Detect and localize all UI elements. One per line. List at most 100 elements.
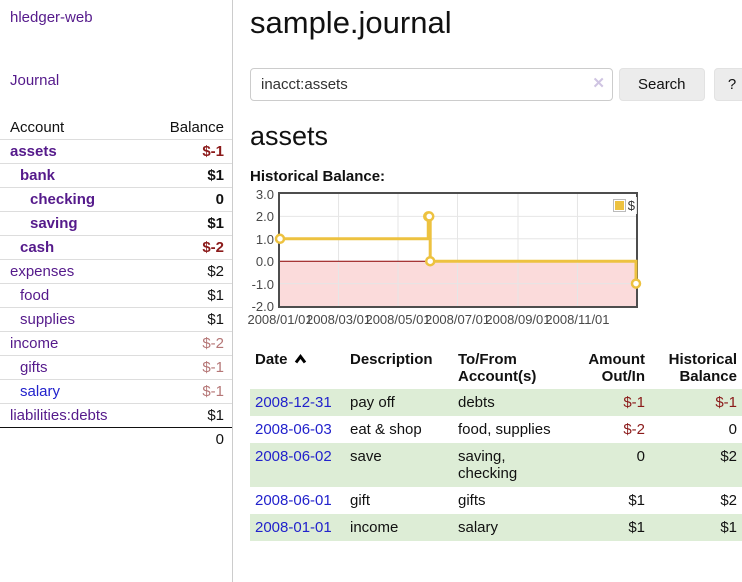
accounts-balance-table: Account Balance assets $-1 bank $1 checking 0… xyxy=(0,116,232,451)
transaction-balance: $-1 xyxy=(650,389,742,416)
account-row: supplies $1 xyxy=(0,308,232,332)
account-link[interactable]: liabilities:debts xyxy=(10,407,108,424)
transaction-balance: 0 xyxy=(728,421,737,438)
account-link[interactable]: gifts xyxy=(20,359,48,376)
transaction-balance: $2 xyxy=(720,492,737,509)
account-row: cash $-2 xyxy=(0,236,232,260)
x-axis-tick-label: 2008/09/01 xyxy=(485,312,551,327)
y-axis-tick-label: 2.0 xyxy=(255,209,274,225)
transaction-amount: $-1 xyxy=(571,389,650,416)
chart-legend: $ xyxy=(610,197,637,214)
register-table: Date Description To/From Account(s) Amou… xyxy=(250,349,742,541)
y-axis-tick-label: -2.0 xyxy=(251,299,274,314)
account-row: saving $1 xyxy=(0,212,232,236)
register-header-description: Description xyxy=(350,351,433,368)
transaction-accounts: gifts xyxy=(458,492,486,509)
account-balance: $-1 xyxy=(202,383,224,400)
account-balance: $-2 xyxy=(202,335,224,352)
account-row: salary $-1 xyxy=(0,380,232,404)
account-balance: $-1 xyxy=(202,143,224,160)
accounts-table-header: Account Balance xyxy=(0,116,232,140)
transaction-description: save xyxy=(345,443,453,487)
transaction-amount: $1 xyxy=(571,514,650,541)
transaction-date-link[interactable]: 2008-01-01 xyxy=(255,519,332,536)
account-link[interactable]: cash xyxy=(20,239,55,256)
register-header-amount: Amount Out/In xyxy=(588,351,645,385)
account-link[interactable]: bank xyxy=(20,167,56,184)
clear-search-icon[interactable]: ✕ xyxy=(592,75,605,92)
transaction-row: 2008-06-03 eat & shop food, supplies $-2 0 xyxy=(250,416,742,443)
transaction-description: income xyxy=(345,514,453,541)
x-axis-tick-label: 2008/05/01 xyxy=(365,312,431,327)
y-axis-tick-label: 0.0 xyxy=(255,254,274,270)
account-link[interactable]: expenses xyxy=(10,263,75,280)
x-axis-tick-label: 2008/01/01 xyxy=(247,312,313,327)
brand-link[interactable]: hledger-web xyxy=(10,9,93,26)
register-header-date[interactable]: Date xyxy=(250,349,345,389)
chart-canvas xyxy=(274,194,642,306)
account-link[interactable]: income xyxy=(10,335,59,352)
account-balance: $1 xyxy=(207,215,224,232)
main-content: sample.journal ✕ Search ? assets Histori… xyxy=(233,0,742,582)
register-header-balance: Historical Balance xyxy=(668,351,737,385)
account-link[interactable]: saving xyxy=(30,215,78,232)
transaction-row: 2008-01-01 income salary $1 $1 xyxy=(250,514,742,541)
transaction-description: gift xyxy=(350,492,371,509)
account-row: gifts $-1 xyxy=(0,356,232,380)
account-link[interactable]: supplies xyxy=(20,311,76,328)
account-link[interactable]: food xyxy=(20,287,50,304)
transaction-balance: $1 xyxy=(650,514,742,541)
account-balance: $-1 xyxy=(202,359,224,376)
account-balance: $-2 xyxy=(202,239,224,256)
transaction-date-link[interactable]: 2008-06-02 xyxy=(255,448,332,465)
x-axis-tick-label: 2008/07/01 xyxy=(424,312,491,327)
account-heading: assets xyxy=(250,121,329,151)
balance-column-header: Balance xyxy=(169,119,224,136)
transaction-description: eat & shop xyxy=(350,421,422,438)
account-row: liabilities:debts $1 xyxy=(0,404,232,428)
transaction-accounts: debts xyxy=(453,389,571,416)
transaction-amount: $1 xyxy=(628,492,645,509)
help-button[interactable]: ? xyxy=(713,68,742,101)
transaction-date-link[interactable]: 2008-12-31 xyxy=(255,394,332,411)
account-row: expenses $2 xyxy=(0,260,232,284)
page-title: sample.journal xyxy=(250,5,452,40)
account-row: income $-2 xyxy=(0,332,232,356)
account-link[interactable]: assets xyxy=(10,143,57,160)
transaction-row: 2008-12-31 pay off debts $-1 $-1 xyxy=(250,389,742,416)
transaction-date-link[interactable]: 2008-06-03 xyxy=(255,421,332,438)
search-input[interactable] xyxy=(250,68,613,101)
search-button[interactable]: Search xyxy=(619,68,705,101)
transaction-row: 2008-06-02 save saving, checking 0 $2 xyxy=(250,443,742,487)
sidebar-item-journal[interactable]: Journal xyxy=(10,72,60,89)
account-row: checking 0 xyxy=(0,188,232,212)
transaction-amount: $-2 xyxy=(623,421,645,438)
total-balance: 0 xyxy=(215,431,224,448)
account-balance: $1 xyxy=(207,311,224,328)
account-link[interactable]: checking xyxy=(30,191,96,208)
transaction-amount: 0 xyxy=(571,443,650,487)
account-link[interactable]: salary xyxy=(20,383,61,400)
x-axis-tick-label: 2008/11/01 xyxy=(545,312,610,327)
transaction-balance: $2 xyxy=(650,443,742,487)
account-row: food $1 xyxy=(0,284,232,308)
y-axis-tick-label: 3.0 xyxy=(255,187,274,202)
account-balance: $2 xyxy=(207,263,224,280)
chart-plot-area: $ xyxy=(274,192,642,308)
search-form: ✕ Search ? xyxy=(250,68,742,101)
sort-ascending-icon xyxy=(294,351,307,368)
account-row: bank $1 xyxy=(0,164,232,188)
account-balance: $1 xyxy=(207,167,224,184)
register-header-accounts: To/From Account(s) xyxy=(458,351,537,385)
historical-balance-chart: $ 3.0 2.0 1.0 0.0 -1.0 -2.0 2008/01/01 2008/03/… xyxy=(246,187,742,334)
account-row: assets $-1 xyxy=(0,140,232,164)
transaction-accounts: food, supplies xyxy=(458,421,551,438)
accounts-total-row: 0 xyxy=(0,427,232,451)
y-axis-tick-label: -1.0 xyxy=(251,276,274,292)
account-column-header: Account xyxy=(10,119,65,136)
transaction-date-link[interactable]: 2008-06-01 xyxy=(255,492,332,509)
register-header-row: Date Description To/From Account(s) Amou… xyxy=(250,349,742,389)
transaction-accounts: salary xyxy=(453,514,571,541)
x-axis-tick-label: 2008/03/01 xyxy=(305,312,372,327)
sidebar: hledger-web Journal Account Balance asse… xyxy=(0,0,233,582)
